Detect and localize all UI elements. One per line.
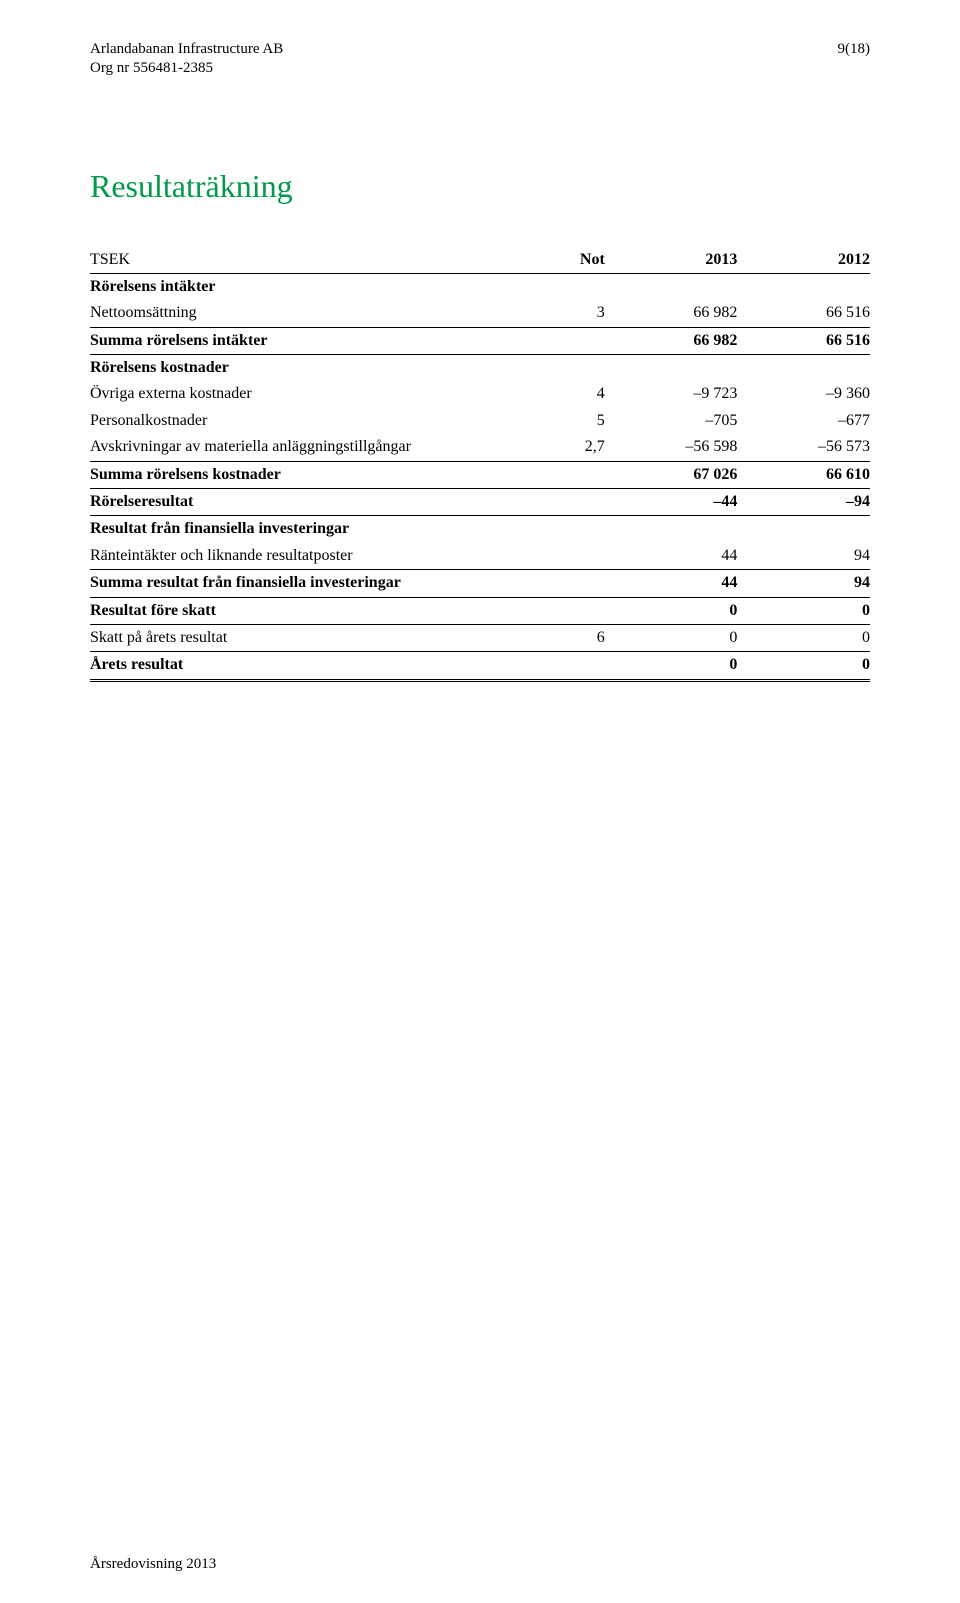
col-header-year2: 2012 (737, 247, 870, 274)
label: Nettoomsättning (90, 300, 527, 327)
section-header-costs: Rörelsens kostnader (90, 355, 870, 382)
col-header-label: TSEK (90, 247, 527, 274)
col-header-note: Not (527, 247, 605, 274)
value-2012: 0 (737, 624, 870, 651)
note: 4 (527, 381, 605, 407)
value-2013: 44 (605, 543, 738, 570)
value-2012: 0 (737, 597, 870, 624)
table-row: Ränteintäkter och liknande resultatposte… (90, 543, 870, 570)
label: Rörelsens intäkter (90, 273, 527, 300)
document-page: Arlandabanan Infrastructure AB Org nr 55… (0, 0, 960, 1603)
value-2013: –705 (605, 408, 738, 434)
value-2012: –56 573 (737, 434, 870, 461)
year-result-row: Årets resultat 0 0 (90, 652, 870, 680)
tax-row: Skatt på årets resultat 6 0 0 (90, 624, 870, 651)
label: Årets resultat (90, 652, 527, 680)
note: 6 (527, 624, 605, 651)
value-2013: –56 598 (605, 434, 738, 461)
note: 3 (527, 300, 605, 327)
value-2013: 66 982 (605, 300, 738, 327)
value-2013: 0 (605, 652, 738, 680)
label: Summa rörelsens kostnader (90, 461, 527, 488)
label: Personalkostnader (90, 408, 527, 434)
value-2013: –9 723 (605, 381, 738, 407)
sum-row-financial: Summa resultat från finansiella invester… (90, 570, 870, 597)
label: Summa resultat från finansiella invester… (90, 570, 527, 597)
label: Skatt på årets resultat (90, 624, 527, 651)
label: Övriga externa kostnader (90, 381, 527, 407)
page-footer: Årsredovisning 2013 (90, 1556, 216, 1573)
income-statement-table: TSEK Not 2013 2012 Rörelsens intäkter Ne… (90, 247, 870, 682)
note: 5 (527, 408, 605, 434)
label: Resultat från finansiella investeringar (90, 516, 527, 543)
value-2013: –44 (605, 489, 738, 516)
sum-row-costs: Summa rörelsens kostnader 67 026 66 610 (90, 461, 870, 488)
table-row: Avskrivningar av materiella anläggningst… (90, 434, 870, 461)
result-before-tax-row: Resultat före skatt 0 0 (90, 597, 870, 624)
operating-result-row: Rörelseresultat –44 –94 (90, 489, 870, 516)
label: Resultat före skatt (90, 597, 527, 624)
value-2012: –9 360 (737, 381, 870, 407)
value-2012: 66 516 (737, 300, 870, 327)
label: Summa rörelsens intäkter (90, 327, 527, 354)
page-header: Arlandabanan Infrastructure AB Org nr 55… (90, 40, 870, 78)
section-header-financial: Resultat från finansiella investeringar (90, 516, 870, 543)
label: Ränteintäkter och liknande resultatposte… (90, 543, 527, 570)
page-number: 9(18) (838, 40, 871, 59)
value-2013: 67 026 (605, 461, 738, 488)
value-2012: 94 (737, 543, 870, 570)
page-title: Resultaträkning (90, 168, 870, 205)
sum-row-revenue: Summa rörelsens intäkter 66 982 66 516 (90, 327, 870, 354)
table-row: Personalkostnader 5 –705 –677 (90, 408, 870, 434)
label: Rörelsens kostnader (90, 355, 527, 382)
org-number: Org nr 556481-2385 (90, 59, 283, 78)
header-left: Arlandabanan Infrastructure AB Org nr 55… (90, 40, 283, 78)
note: 2,7 (527, 434, 605, 461)
table-row: Övriga externa kostnader 4 –9 723 –9 360 (90, 381, 870, 407)
value-2012: 0 (737, 652, 870, 680)
value-2013: 66 982 (605, 327, 738, 354)
value-2013: 0 (605, 624, 738, 651)
table-row: Nettoomsättning 3 66 982 66 516 (90, 300, 870, 327)
value-2012: 66 610 (737, 461, 870, 488)
label: Rörelseresultat (90, 489, 527, 516)
value-2012: 94 (737, 570, 870, 597)
company-name: Arlandabanan Infrastructure AB (90, 40, 283, 59)
value-2012: –94 (737, 489, 870, 516)
value-2013: 44 (605, 570, 738, 597)
value-2013: 0 (605, 597, 738, 624)
value-2012: 66 516 (737, 327, 870, 354)
label: Avskrivningar av materiella anläggningst… (90, 434, 527, 461)
col-header-year1: 2013 (605, 247, 738, 274)
table-header-row: TSEK Not 2013 2012 (90, 247, 870, 274)
section-header-revenue: Rörelsens intäkter (90, 273, 870, 300)
value-2012: –677 (737, 408, 870, 434)
